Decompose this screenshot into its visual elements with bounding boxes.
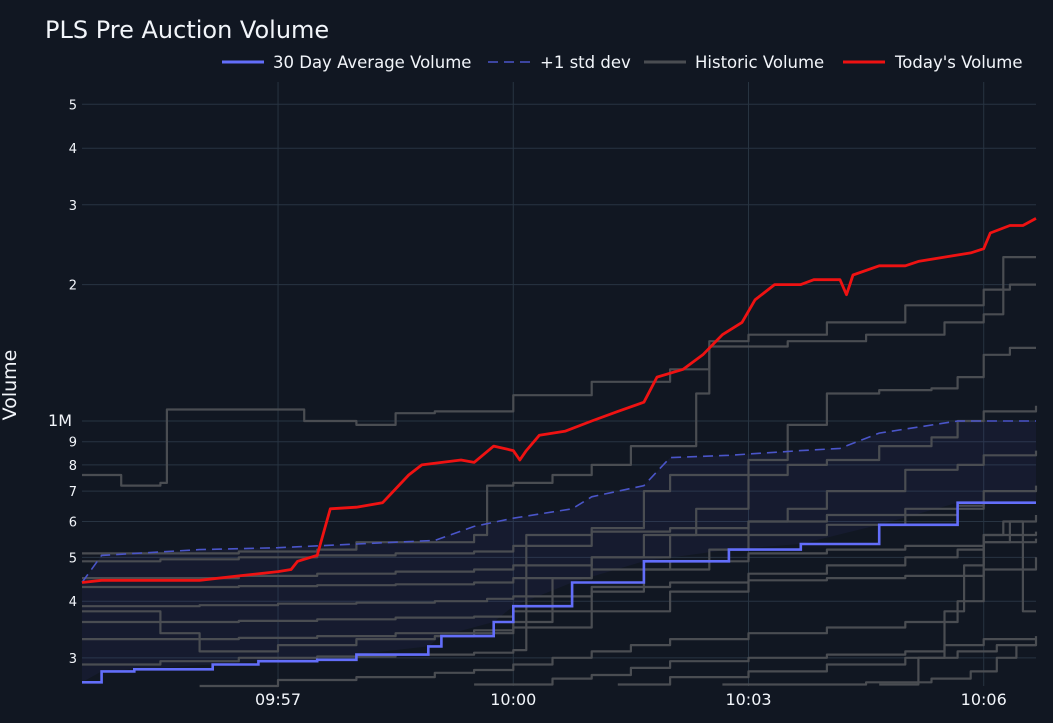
y-tick-label-3: 6 <box>69 515 77 530</box>
y-tick-label-8: 2 <box>69 279 77 294</box>
y-tick-label-11: 5 <box>69 98 77 113</box>
legend-label-std: +1 std dev <box>540 53 631 72</box>
historic-line-15 <box>722 639 1038 686</box>
legend-label-avg: 30 Day Average Volume <box>273 53 471 72</box>
historic-line-12 <box>474 636 1038 686</box>
x-tick-labels: 09:57 10:00 10:03 10:06 <box>255 690 1007 709</box>
historic-line-14 <box>879 520 1036 686</box>
y-tick-label-2: 5 <box>69 551 77 566</box>
std-band <box>82 421 1036 683</box>
historic-line-13 <box>617 644 1036 686</box>
legend-label-historic: Historic Volume <box>695 53 824 72</box>
y-tick-label-1: 4 <box>69 595 77 610</box>
historic-line-9 <box>82 538 1038 589</box>
chart-title: PLS Pre Auction Volume <box>45 16 329 44</box>
historic-line-10 <box>82 501 1036 666</box>
y-tick-label-10: 4 <box>69 142 77 157</box>
legend-label-today: Today's Volume <box>894 53 1022 72</box>
y-tick-label-0: 3 <box>69 652 77 667</box>
main-series <box>81 217 1037 684</box>
historic-line-4 <box>82 405 1038 580</box>
y-tick-label-4: 7 <box>69 485 77 500</box>
y-tick-label-9: 3 <box>69 199 77 214</box>
legend-item-today[interactable]: Today's Volume <box>843 53 1022 72</box>
today-volume-line <box>81 217 1037 584</box>
historic-series <box>82 256 1038 688</box>
y-tick-label-6: 9 <box>69 436 77 451</box>
y-axis-label: Volume <box>0 350 21 421</box>
x-tick-label-3: 10:06 <box>961 690 1007 709</box>
y-tick-label-7: 1M <box>48 411 72 430</box>
y-tick-label-5: 8 <box>69 459 77 474</box>
historic-line-11 <box>199 515 1038 688</box>
y-tick-labels: 3 4 5 6 7 8 9 1M 2 3 4 5 <box>48 98 77 667</box>
x-tick-label-1: 10:00 <box>490 690 536 709</box>
x-tick-label-0: 09:57 <box>255 690 301 709</box>
historic-line-7 <box>82 531 1038 641</box>
std-dev-line <box>81 420 1036 583</box>
avg-volume-line <box>82 501 1036 684</box>
historic-line-8 <box>82 557 1038 608</box>
legend: 30 Day Average Volume +1 std dev Historic … <box>222 53 1022 72</box>
legend-item-historic[interactable]: Historic Volume <box>644 53 824 72</box>
legend-item-std[interactable]: +1 std dev <box>488 53 631 72</box>
historic-line-2 <box>82 256 1036 555</box>
std-band-area <box>82 421 1036 683</box>
x-tick-label-2: 10:03 <box>725 690 771 709</box>
historic-line-1 <box>82 283 1036 487</box>
legend-item-avg[interactable]: 30 Day Average Volume <box>222 53 471 72</box>
